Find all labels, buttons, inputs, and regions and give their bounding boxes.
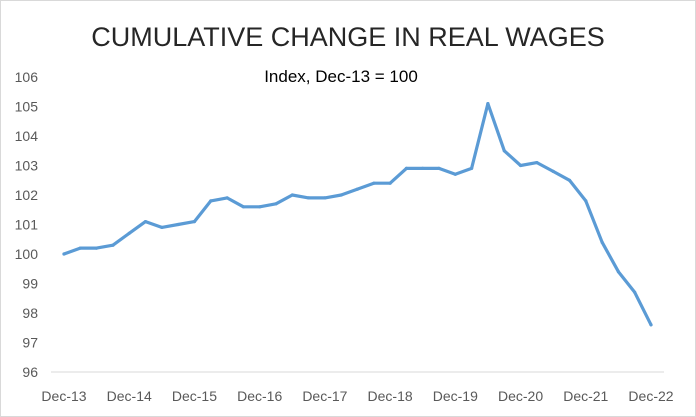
data-point <box>339 193 343 197</box>
data-point <box>127 231 131 235</box>
x-tick-label: Dec-14 <box>107 388 152 404</box>
data-point <box>78 246 82 250</box>
data-point <box>502 149 506 153</box>
data-point <box>535 161 539 165</box>
data-point <box>95 246 99 250</box>
data-point <box>584 199 588 203</box>
x-tick-label: Dec-16 <box>237 388 282 404</box>
x-tick-label: Dec-22 <box>628 388 673 404</box>
data-point <box>616 270 621 274</box>
data-point <box>551 169 555 173</box>
data-point <box>62 252 66 256</box>
data-point <box>258 205 262 209</box>
y-tick-label: 96 <box>22 364 38 380</box>
data-point <box>600 240 604 244</box>
y-tick-label: 102 <box>15 187 39 203</box>
x-tick-label: Dec-17 <box>302 388 347 404</box>
data-point <box>192 220 196 224</box>
data-point <box>241 205 245 209</box>
y-tick-label: 106 <box>15 69 39 85</box>
data-point <box>567 178 572 182</box>
data-point <box>372 181 376 185</box>
data-point <box>274 202 278 206</box>
data-point <box>519 163 523 168</box>
data-point <box>323 196 327 200</box>
x-axis: Dec-13 Dec-14 Dec-15 Dec-16 Dec-17 Dec-18 Dec-… <box>41 388 673 404</box>
data-point <box>388 181 392 185</box>
data-point <box>437 166 441 170</box>
y-tick-label: 103 <box>15 158 39 174</box>
x-tick-label: Dec-20 <box>498 388 543 404</box>
y-tick-label: 100 <box>15 246 39 262</box>
x-tick-label: Dec-15 <box>172 388 217 404</box>
data-point <box>176 222 180 227</box>
data-point <box>404 166 408 170</box>
x-tick-label: Dec-21 <box>563 388 608 404</box>
data-point <box>470 166 474 170</box>
data-point <box>225 196 229 200</box>
y-tick-label: 104 <box>15 128 39 144</box>
y-tick-label: 99 <box>22 276 38 292</box>
data-point <box>649 323 653 327</box>
y-tick-label: 97 <box>22 335 38 351</box>
series-layer <box>62 101 653 327</box>
x-tick-label: Dec-13 <box>41 388 86 404</box>
x-tick-label: Dec-18 <box>368 388 413 404</box>
chart-title: CUMULATIVE CHANGE IN REAL WAGES <box>91 22 605 52</box>
data-point <box>143 220 148 224</box>
data-point <box>111 243 115 247</box>
data-point <box>355 187 360 191</box>
data-point <box>421 166 425 170</box>
y-tick-label: 101 <box>15 217 39 233</box>
data-point <box>486 102 490 106</box>
data-point <box>307 196 311 200</box>
y-tick-label: 105 <box>15 99 39 115</box>
data-point <box>160 225 164 229</box>
y-axis: 96 97 98 99 100 101 102 103 104 105 106 <box>15 69 39 380</box>
data-point <box>290 193 294 197</box>
data-point <box>453 172 457 176</box>
data-point <box>209 199 213 203</box>
chart-subtitle: Index, Dec-13 = 100 <box>264 67 418 86</box>
x-tick-label: Dec-19 <box>433 388 478 404</box>
series-line <box>62 101 653 327</box>
data-point <box>633 290 637 294</box>
y-tick-label: 98 <box>22 305 38 321</box>
